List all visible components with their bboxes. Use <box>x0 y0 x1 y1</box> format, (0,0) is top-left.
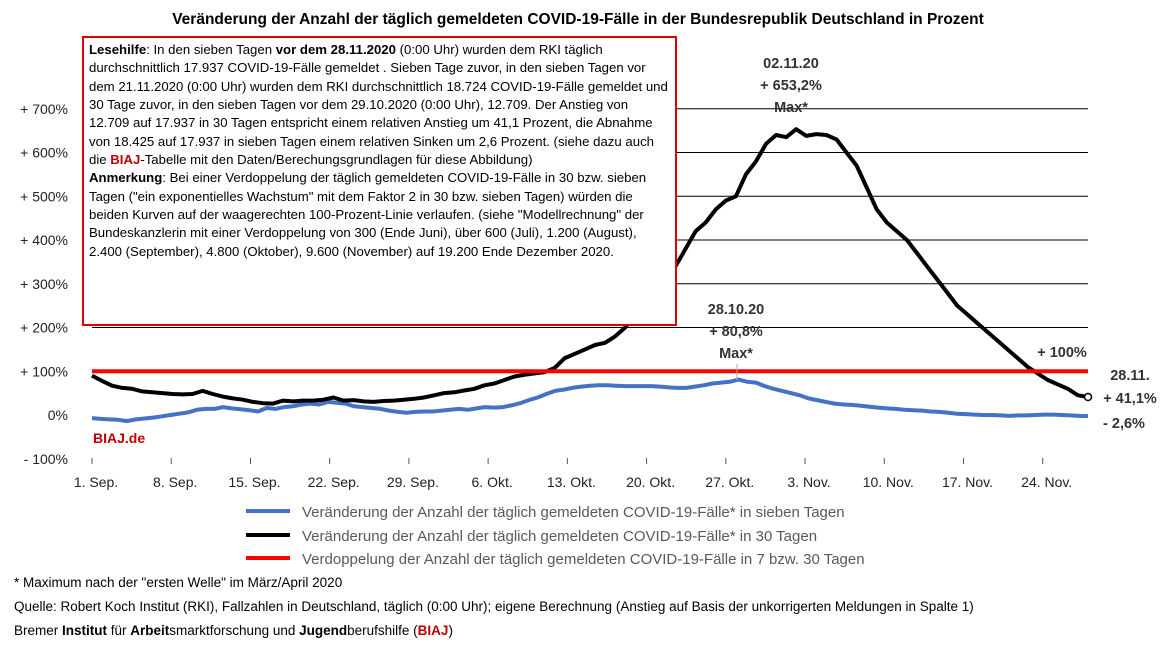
y-tick-label: - 100% <box>24 451 68 467</box>
x-tick-label: 3. Nov. <box>787 474 830 490</box>
end-date: 28.11. <box>1110 368 1150 384</box>
x-tick-label: 13. Okt. <box>547 474 596 490</box>
x-tick-label: 17. Nov. <box>942 474 993 490</box>
info-lesehilfe: Lesehilfe: In den sieben Tagen vor dem 2… <box>89 42 668 168</box>
max30-value: + 653,2% <box>760 78 822 94</box>
chart-title: Veränderung der Anzahl der täglich gemel… <box>172 11 984 28</box>
legend-label-doubling: Verdoppelung der Anzahl der täglich geme… <box>302 551 865 568</box>
x-tick-label: 24. Nov. <box>1021 474 1072 490</box>
y-axis-ticks: - 100% 0% + 100% + 200% + 300% + 400% + 500% + … <box>20 101 68 467</box>
footer-org: Bremer Institut für Arbeitsmarktforschun… <box>14 623 453 638</box>
y-tick-label: + 700% <box>20 101 68 117</box>
x-tick-label: 29. Sep. <box>387 474 439 490</box>
x-tick-label: 10. Nov. <box>863 474 914 490</box>
x-tick-label: 1. Sep. <box>74 474 118 490</box>
max7-date: 28.10.20 <box>708 302 764 318</box>
x-axis-ticks: 1. Sep. 8. Sep. 15. Sep. 22. Sep. 29. Sep. 6.… <box>74 458 1072 490</box>
series-7days-line <box>91 377 1089 424</box>
y-tick-label: + 600% <box>20 145 68 161</box>
max7-label: Max* <box>719 346 753 362</box>
max30-date: 02.11.20 <box>763 56 819 72</box>
x-tick-label: 27. Okt. <box>705 474 754 490</box>
legend-label-7days: Veränderung der Anzahl der täglich gemel… <box>302 504 845 521</box>
max30-label: Max* <box>774 100 808 116</box>
y-tick-label: + 400% <box>20 232 68 248</box>
y-tick-label: 0% <box>48 407 68 423</box>
y-tick-label: + 500% <box>20 188 68 204</box>
end-7-value: - 2,6% <box>1103 416 1145 432</box>
line100-label: + 100% <box>1037 345 1087 361</box>
footer-note: * Maximum nach der "ersten Welle" im Mär… <box>14 575 342 590</box>
watermark: BIAJ.de <box>93 430 145 446</box>
legend-label-30days: Veränderung der Anzahl der täglich gemel… <box>302 528 817 545</box>
y-tick-label: + 200% <box>20 320 68 336</box>
series-lines <box>91 127 1093 424</box>
x-tick-label: 6. Okt. <box>472 474 513 490</box>
max7-value: + 80,8% <box>709 324 763 340</box>
end-30-value: + 41,1% <box>1103 391 1157 407</box>
x-tick-label: 20. Okt. <box>626 474 675 490</box>
end-point-30days <box>1083 392 1093 402</box>
legend: Veränderung der Anzahl der täglich gemel… <box>246 504 865 568</box>
info-box: Lesehilfe: In den sieben Tagen vor dem 2… <box>82 36 677 326</box>
series-30days-line <box>91 127 1089 406</box>
info-anmerkung: Anmerkung: Bei einer Verdoppelung der tä… <box>89 170 647 259</box>
x-tick-label: 15. Sep. <box>228 474 280 490</box>
footer-source: Quelle: Robert Koch Institut (RKI), Fall… <box>14 599 974 614</box>
y-tick-label: + 300% <box>20 276 68 292</box>
x-tick-label: 22. Sep. <box>308 474 360 490</box>
y-tick-label: + 100% <box>20 363 68 379</box>
x-tick-label: 8. Sep. <box>153 474 197 490</box>
